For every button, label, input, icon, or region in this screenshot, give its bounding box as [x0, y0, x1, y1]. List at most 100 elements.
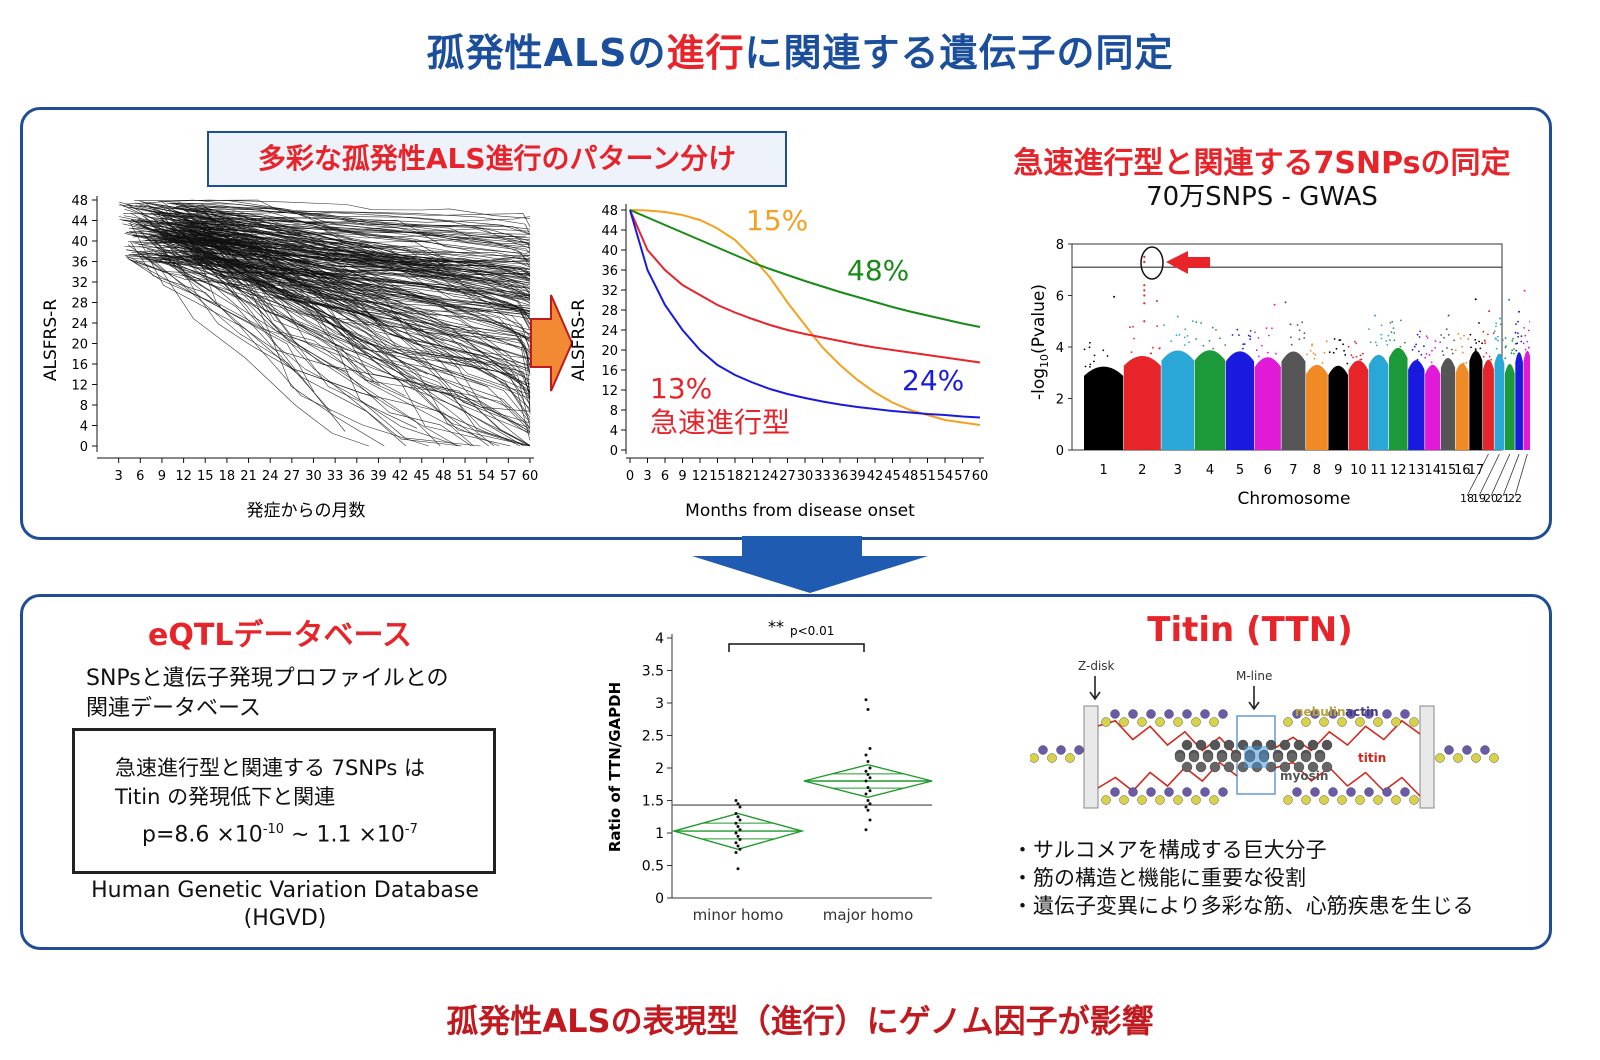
snp-point	[1404, 341, 1406, 344]
snp-point	[1479, 347, 1482, 350]
snp-point	[1268, 334, 1270, 337]
snp-point	[1512, 337, 1514, 340]
y-tick-label: 0.5	[642, 859, 664, 875]
patient-trajectory	[134, 199, 531, 242]
data-point	[866, 799, 870, 802]
filament-bead	[1110, 787, 1120, 797]
patient-trajectory	[205, 226, 247, 240]
snp-point	[1393, 339, 1396, 342]
snp-point	[1113, 295, 1116, 298]
y-tick-label: 3.5	[642, 664, 664, 680]
snp-point	[1212, 347, 1215, 350]
snp-point	[1389, 339, 1391, 341]
filament-bead	[1279, 761, 1291, 773]
patient-trajectory	[165, 218, 531, 447]
patient-trajectory	[183, 215, 531, 280]
snp-point	[1434, 347, 1437, 349]
snp-point	[1474, 298, 1477, 301]
snp-point	[1306, 353, 1308, 356]
patient-trajectory	[168, 239, 531, 398]
snp-point	[1418, 336, 1421, 338]
data-point	[866, 708, 870, 711]
data-point	[868, 789, 872, 793]
data-point	[736, 825, 740, 828]
patient-trajectory	[125, 199, 531, 268]
filament-bead	[1300, 751, 1312, 763]
y-tick-label: 6	[1056, 290, 1064, 305]
filament-bead	[1195, 761, 1207, 773]
database-abbr: (HGVD)	[243, 906, 327, 931]
snp-point	[1242, 347, 1244, 350]
snp-point	[1231, 334, 1234, 336]
y-tick-label: 32	[71, 276, 88, 291]
data-point	[736, 867, 740, 871]
snp-point	[1510, 352, 1513, 355]
data-point	[738, 828, 742, 832]
snp-point	[1290, 336, 1292, 339]
ttn-ratio-chart: 0 0.5 1 1.5 2 2.5 3 3.5 4 minor homo major homo Ra…	[606, 617, 933, 924]
patient-trajectory	[171, 202, 531, 239]
filament-bead	[1310, 787, 1320, 797]
chromosome-leader	[1502, 453, 1520, 497]
patient-trajectory	[177, 238, 500, 447]
filament-bead	[1137, 795, 1147, 805]
snp-point	[1325, 340, 1328, 343]
snp-point	[1447, 314, 1450, 317]
top-hit-point	[1143, 294, 1146, 297]
snp-point	[1309, 349, 1312, 352]
snp-point	[1375, 344, 1378, 347]
snp-point	[1343, 349, 1345, 352]
filament-bead	[1200, 787, 1210, 797]
patient-trajectory	[174, 251, 441, 447]
snp-point	[1387, 334, 1390, 337]
filament-bead	[1209, 717, 1219, 727]
x-tick-label: 33	[814, 469, 831, 484]
series-line-24pct	[629, 209, 981, 364]
patient-trajectory	[135, 205, 531, 279]
filament-bead	[1218, 787, 1228, 797]
filament-bead	[1119, 795, 1129, 805]
snp-point	[1420, 353, 1423, 356]
patient-trajectory	[174, 236, 377, 264]
filament-bead	[1301, 795, 1311, 805]
filament-bead	[1146, 787, 1156, 797]
snp-point	[1424, 356, 1427, 359]
label-24pct: 24%	[902, 364, 964, 397]
x-tick-label: 27	[779, 469, 796, 484]
chromosome-band	[1348, 360, 1369, 450]
filament-bead	[1328, 787, 1338, 797]
snp-point	[1342, 343, 1344, 346]
trajectory-lines	[118, 199, 531, 447]
snp-point	[1191, 320, 1194, 323]
snp-point	[1247, 334, 1250, 337]
patient-trajectory	[132, 242, 531, 319]
snp-point	[1089, 366, 1091, 368]
snp-point	[1441, 350, 1444, 353]
significance-p: p<0.01	[790, 624, 834, 638]
filament-bead	[1409, 717, 1419, 727]
snp-point	[1494, 330, 1496, 333]
snp-point	[1374, 341, 1377, 344]
x-tick-label: 30	[797, 469, 814, 484]
x-tick-label: 0	[626, 469, 634, 484]
filament-bead	[1200, 709, 1210, 719]
chromosome-label: 6	[1264, 463, 1272, 478]
snp-point	[1284, 301, 1287, 304]
titin-bullet-1: ・サルコメアを構成する巨大分子	[1012, 838, 1327, 862]
chromosome-band	[1281, 351, 1306, 450]
mline-arrow-icon	[1248, 686, 1260, 711]
snp-point	[1516, 342, 1519, 345]
chromosome-label: 9	[1334, 463, 1342, 478]
chromosome-band	[1455, 363, 1469, 450]
patient-trajectory	[132, 255, 531, 296]
patient-trajectory	[129, 259, 531, 412]
trajectory-x-label: 発症からの月数	[247, 501, 366, 521]
x-tick-label: 21	[744, 469, 761, 484]
snp-point	[1368, 328, 1370, 330]
zdisk-left	[1083, 705, 1099, 809]
filament-bead	[1307, 761, 1319, 773]
snp-point	[1514, 331, 1517, 334]
snp-point	[1303, 337, 1306, 339]
patient-trajectory	[145, 213, 531, 249]
patient-trajectory	[160, 218, 531, 241]
